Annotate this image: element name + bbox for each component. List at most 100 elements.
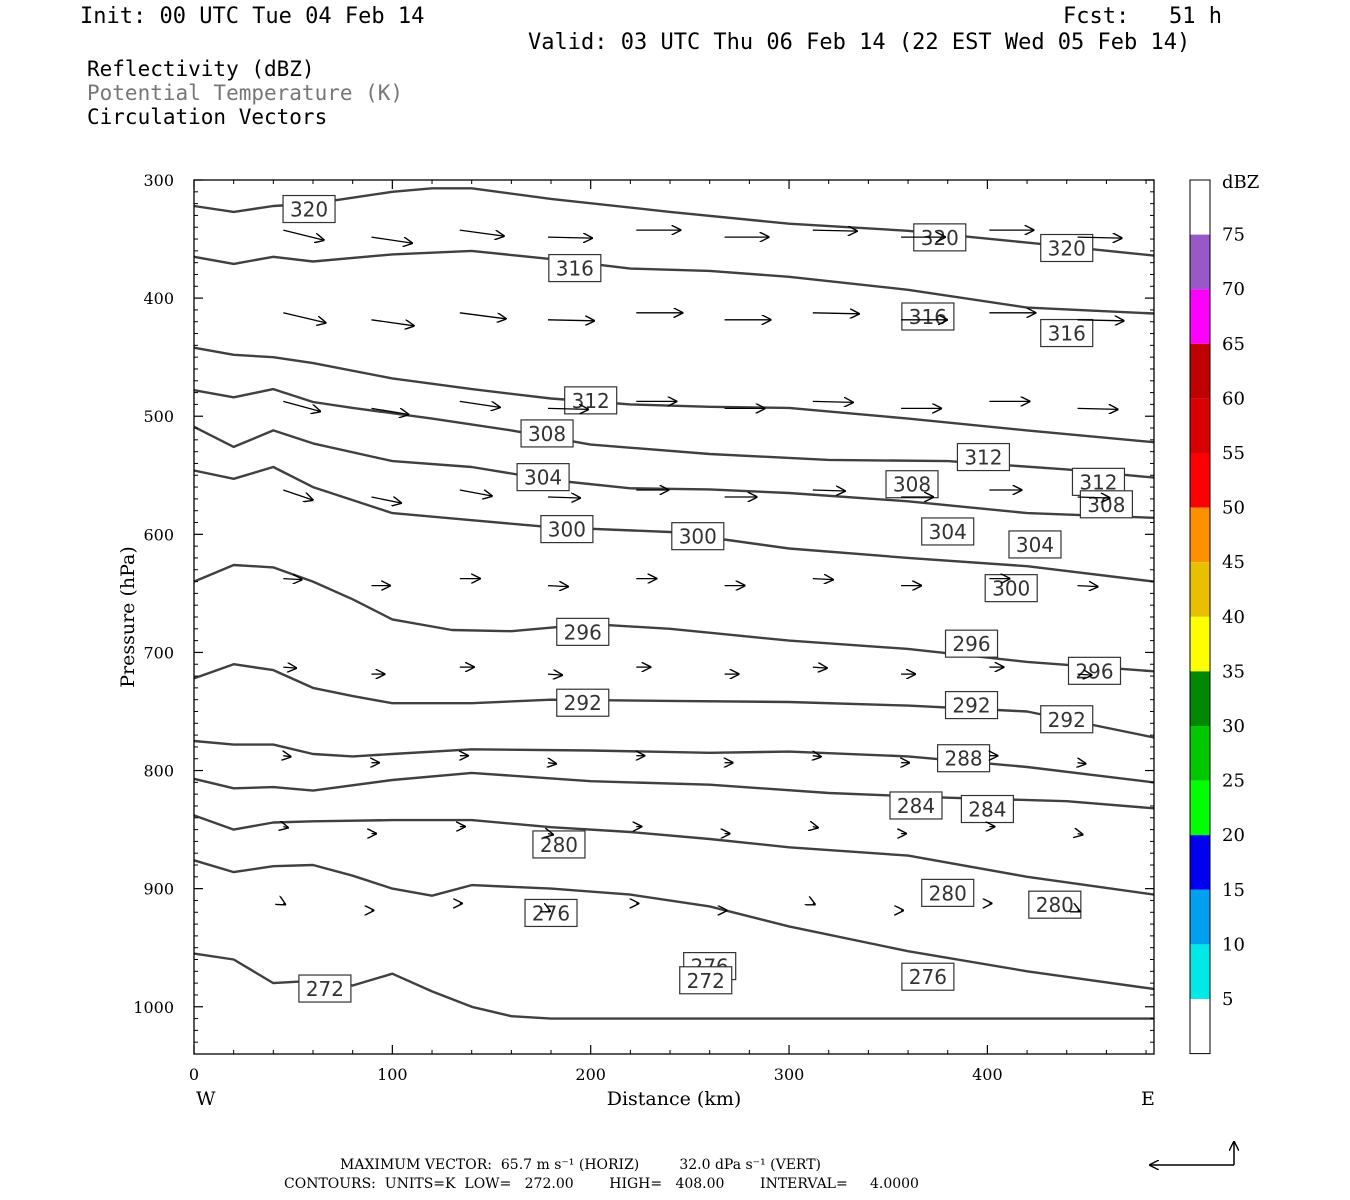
contour-label-box (889, 791, 943, 820)
contour-label: 320 (921, 226, 959, 250)
x-tick-label: 100 (377, 1065, 408, 1084)
colorbar-segment (1190, 562, 1210, 617)
wind-vector (547, 674, 562, 675)
contour-line-316 (193, 249, 1155, 315)
contour-label-box (1067, 656, 1122, 685)
contour-label: 320 (290, 198, 328, 222)
wind-vector (548, 910, 550, 911)
colorbar-segment (1190, 780, 1210, 836)
wind-vector (283, 489, 312, 500)
reference-vector (1150, 1142, 1234, 1165)
colorbar-unit: dBZ (1222, 172, 1259, 193)
field-potential-temperature: Potential Temperature (K) (87, 81, 404, 105)
wind-vector (1078, 910, 1080, 911)
contour-label: 320 (1048, 237, 1086, 261)
colorbar-label: 10 (1222, 934, 1245, 955)
contour-line-288 (193, 739, 1155, 784)
wind-vector (459, 400, 500, 407)
wind-vector (371, 497, 402, 503)
contour-label-box (1040, 705, 1094, 734)
contour-line-296 (193, 563, 1155, 673)
contour-line-272 (193, 952, 1154, 1020)
colorbar-label: 45 (1222, 552, 1245, 573)
wind-vector (459, 312, 506, 319)
y-axis-label: Pressure (hPa) (117, 546, 139, 688)
west-label: W (196, 1088, 216, 1110)
wind-vector (547, 408, 588, 409)
wind-vector (1077, 408, 1118, 409)
contour-line-320 (193, 187, 1155, 257)
wind-vector (1077, 674, 1092, 675)
contour-label-box (960, 794, 1014, 824)
y-tick-label: 800 (143, 762, 174, 781)
colorbar-segment (1190, 453, 1210, 508)
reflectivity-colorbar: 75 70 65 60 55 50 45 40 35 30 25 20 15 10 5 (1189, 179, 1245, 1055)
wind-vector (371, 407, 409, 414)
wind-vector (1077, 497, 1110, 498)
x-tick-label: 400 (972, 1065, 1003, 1084)
colorbar-segment (1190, 507, 1210, 563)
colorbar-segment (1190, 944, 1210, 999)
contour-label-box (548, 253, 602, 283)
contour-label: 280 (540, 833, 578, 857)
contour-label: 296 (1075, 659, 1113, 683)
wind-vector (1078, 763, 1086, 764)
contour-line-304 (193, 425, 1155, 519)
colorbar-segment (1190, 234, 1210, 290)
x-tick-label: 200 (575, 1065, 606, 1084)
contour-label-box (944, 629, 999, 658)
contour-label-box (1008, 530, 1062, 559)
valid-time: Valid: 03 UTC Thu 06 Feb 14 (22 EST Wed … (528, 30, 1191, 55)
contour-label: 308 (1087, 493, 1125, 517)
contour-label-box (901, 962, 955, 991)
wind-vector (283, 229, 323, 240)
contour-label: 296 (564, 620, 602, 644)
colorbar-label: 50 (1222, 498, 1245, 519)
contour-label: 292 (952, 694, 990, 718)
wind-vector (283, 827, 288, 828)
contour-label-box (516, 463, 570, 492)
colorbar-label: 25 (1222, 771, 1245, 792)
wind-vector (1077, 237, 1122, 238)
colorbar-label: 40 (1222, 607, 1245, 628)
wind-vector (371, 319, 414, 326)
colorbar-segment (1190, 616, 1210, 672)
wind-vector (547, 237, 592, 238)
wind-vector (548, 763, 556, 764)
y-tick-label: 400 (143, 289, 174, 308)
contour-label: 312 (964, 446, 1002, 470)
colorbar-segment (1190, 889, 1210, 945)
colorbar-label: 20 (1222, 825, 1245, 846)
contour-line-312 (193, 346, 1155, 444)
colorbar-segment (1190, 671, 1210, 726)
wind-vector (813, 903, 815, 904)
colorbar-segment (1190, 398, 1210, 453)
x-axis: 0 100 200 300 400 (189, 180, 1147, 1084)
colorbar-label: 30 (1222, 716, 1245, 737)
contour-label-box (671, 522, 725, 551)
contour-label: 304 (524, 466, 562, 490)
contour-label: 304 (1016, 533, 1054, 557)
colorbar-segment (1190, 180, 1210, 235)
contour-label: 316 (1048, 322, 1086, 346)
wind-vector (283, 756, 290, 757)
contour-label: 308 (528, 422, 566, 446)
colorbar-label: 55 (1222, 443, 1245, 464)
contour-label-box (921, 878, 975, 907)
wind-vector (283, 312, 325, 323)
contour-label-box (1040, 318, 1094, 348)
contour-label: 280 (1036, 893, 1074, 917)
y-tick-label: 700 (143, 643, 174, 662)
circulation-vectors (283, 230, 1123, 911)
wind-vector (1077, 586, 1098, 587)
contour-label: 308 (893, 473, 931, 497)
contour-label: 292 (564, 691, 602, 715)
colorbar-label: 60 (1222, 388, 1245, 409)
contour-label: 304 (929, 520, 967, 544)
contour-label-box (556, 688, 610, 717)
x-tick-label: 0 (189, 1065, 199, 1084)
contour-label-box (679, 966, 733, 995)
colorbar-segment (1190, 726, 1210, 781)
colorbar-label: 15 (1222, 880, 1245, 901)
